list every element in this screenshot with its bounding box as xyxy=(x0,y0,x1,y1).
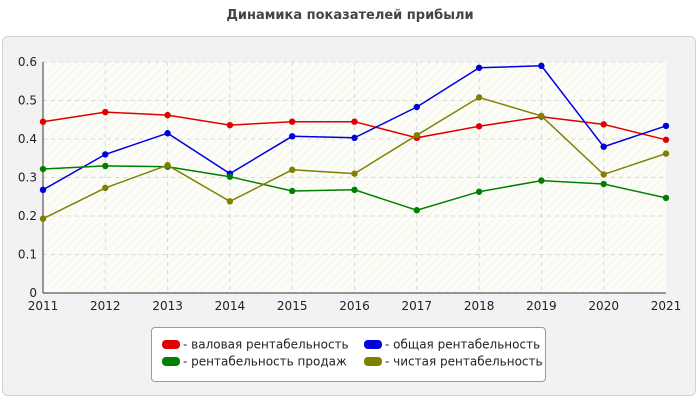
legend-swatch xyxy=(162,340,180,349)
legend-swatch xyxy=(364,340,382,349)
chart-title: Динамика показателей прибыли xyxy=(226,8,474,23)
legend-label: - рентабельность продаж xyxy=(183,354,347,369)
data-point xyxy=(662,194,670,202)
data-point xyxy=(39,186,47,194)
x-tick-label: 2012 xyxy=(90,299,121,313)
y-tick-label: 0.4 xyxy=(18,132,37,146)
data-point xyxy=(351,118,358,125)
x-tick-label: 2015 xyxy=(277,299,308,313)
data-point xyxy=(164,161,171,169)
x-tick-label: 2017 xyxy=(402,299,433,313)
data-point xyxy=(102,151,109,158)
data-point xyxy=(351,186,358,194)
data-point xyxy=(164,130,171,137)
x-tick-label: 2021 xyxy=(651,299,682,313)
data-point xyxy=(662,122,670,130)
data-point xyxy=(475,123,483,130)
legend-label: - чистая рентабельность xyxy=(385,354,543,369)
chart-legend: - валовая рентабельность - общая рентабе… xyxy=(151,327,546,382)
legend-swatch xyxy=(162,357,180,366)
x-tick-label: 2020 xyxy=(588,299,619,313)
data-point xyxy=(351,170,358,177)
y-tick-label: 0.5 xyxy=(18,94,37,108)
data-point xyxy=(538,112,545,120)
data-point xyxy=(289,166,296,173)
legend-label: - валовая рентабельность xyxy=(183,337,349,352)
x-tick-label: 2016 xyxy=(339,299,370,313)
data-point xyxy=(289,187,296,195)
data-point xyxy=(538,177,545,184)
data-point xyxy=(226,173,234,180)
data-point xyxy=(600,143,607,150)
data-point xyxy=(600,171,607,178)
data-point xyxy=(413,103,420,111)
data-point xyxy=(164,111,171,119)
data-point xyxy=(39,165,47,173)
y-tick-label: 0.2 xyxy=(18,209,37,223)
legend-item-total: - общая рентабельность xyxy=(364,337,540,352)
legend-item-net: - чистая рентабельность xyxy=(364,354,543,369)
data-point xyxy=(662,150,670,157)
data-point xyxy=(102,162,109,170)
data-point xyxy=(39,215,47,222)
data-point xyxy=(662,136,670,143)
y-tick-label: 0.1 xyxy=(18,248,37,262)
data-point xyxy=(538,62,545,70)
data-point xyxy=(226,198,234,205)
legend-swatch xyxy=(364,357,382,366)
data-point xyxy=(289,133,296,140)
data-point xyxy=(413,131,420,139)
data-point xyxy=(226,121,234,129)
legend-item-sales: - рентабельность продаж xyxy=(162,354,347,369)
data-point xyxy=(600,121,607,128)
data-point xyxy=(475,94,483,101)
y-tick-label: 0.6 xyxy=(18,55,37,69)
y-tick-label: 0 xyxy=(29,286,37,300)
legend-label: - общая рентабельность xyxy=(385,337,541,352)
data-point xyxy=(102,184,109,192)
data-point xyxy=(413,207,420,214)
x-tick-label: 2018 xyxy=(464,299,495,313)
y-tick-label: 0.3 xyxy=(18,171,37,185)
data-point xyxy=(289,118,296,125)
x-tick-label: 2019 xyxy=(526,299,557,313)
legend-item-gross: - валовая рентабельность xyxy=(162,337,349,352)
x-tick-label: 2013 xyxy=(152,299,183,313)
data-point xyxy=(600,180,607,188)
data-point xyxy=(475,64,483,71)
data-point xyxy=(351,134,358,142)
x-tick-label: 2014 xyxy=(215,299,246,313)
data-point xyxy=(102,108,109,116)
x-tick-label: 2011 xyxy=(28,299,59,313)
data-point xyxy=(475,188,483,195)
data-point xyxy=(39,118,47,125)
